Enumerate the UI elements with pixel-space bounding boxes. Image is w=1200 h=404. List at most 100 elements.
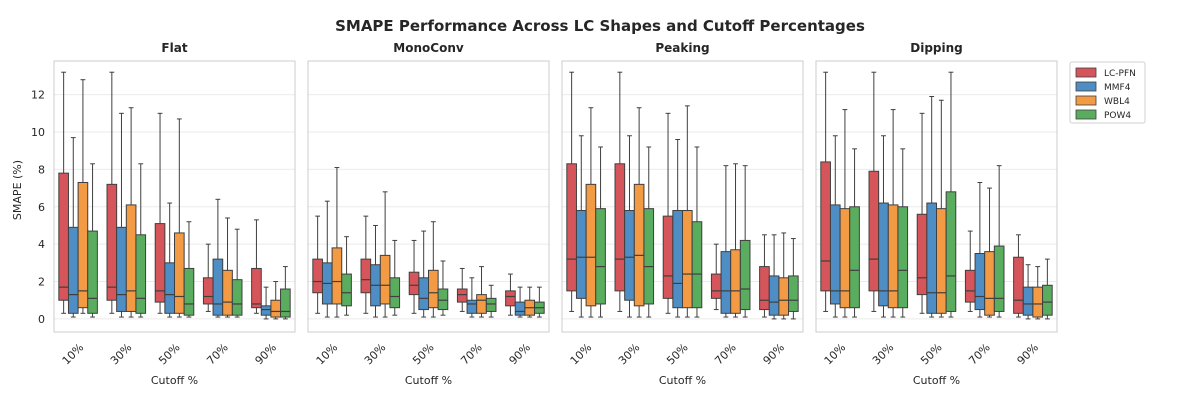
x-tick-label: 30% bbox=[870, 341, 896, 367]
box-mmf4 bbox=[370, 224, 381, 318]
y-tick-label: 10 bbox=[31, 126, 45, 139]
box-iqr bbox=[887, 204, 899, 309]
box-iqr bbox=[1022, 286, 1034, 316]
box-mmf4 bbox=[164, 202, 176, 318]
box-iqr bbox=[633, 183, 645, 307]
box-lc-pfn bbox=[566, 71, 577, 312]
box-iqr bbox=[739, 239, 751, 311]
panel-frame bbox=[561, 60, 804, 333]
box-iqr bbox=[485, 297, 497, 312]
box-pow4 bbox=[691, 146, 703, 318]
x-axis-label: Cutoff % bbox=[913, 374, 960, 387]
box-iqr bbox=[106, 183, 118, 301]
y-axis-label: SMAPE (%) bbox=[11, 160, 24, 220]
panel-frame bbox=[53, 60, 296, 333]
box-pow4 bbox=[897, 148, 909, 318]
box-iqr bbox=[984, 251, 995, 316]
legend-label: MMF4 bbox=[1104, 83, 1131, 93]
x-tick-label: 30% bbox=[108, 341, 134, 367]
box-mmf4 bbox=[321, 200, 333, 318]
legend-swatch bbox=[1075, 81, 1097, 92]
box-wbl4 bbox=[682, 105, 693, 318]
box-pow4 bbox=[485, 284, 497, 318]
box-iqr bbox=[710, 273, 722, 299]
y-tick-label: 6 bbox=[38, 201, 45, 214]
box-mmf4 bbox=[116, 112, 127, 318]
box-iqr bbox=[360, 258, 372, 294]
x-tick-label: 90% bbox=[761, 341, 787, 367]
box-lc-pfn bbox=[154, 112, 166, 314]
box-iqr bbox=[974, 253, 986, 311]
box-pow4 bbox=[788, 238, 799, 320]
box-iqr bbox=[682, 210, 693, 309]
box-mmf4 bbox=[878, 135, 889, 318]
box-wbl4 bbox=[778, 232, 790, 320]
box-iqr bbox=[945, 191, 957, 312]
panel-title: Flat bbox=[161, 41, 187, 55]
box-pow4 bbox=[643, 146, 655, 318]
panel-2: Peaking 10% 30% 50% 70% 90% Cutoff % bbox=[561, 41, 804, 387]
box-wbl4 bbox=[125, 107, 137, 318]
panel-0: Flat 0 2 4 6 8 10 12 10% 30% 50% 70% 90% Cutoff % bbox=[31, 41, 296, 387]
box-wbl4 bbox=[379, 191, 391, 318]
box-iqr bbox=[926, 202, 937, 314]
box-iqr bbox=[125, 204, 137, 312]
box-iqr bbox=[270, 299, 282, 318]
box-iqr bbox=[829, 204, 841, 305]
box-iqr bbox=[936, 208, 947, 314]
legend-label: POW4 bbox=[1104, 111, 1131, 121]
box-iqr bbox=[174, 232, 185, 314]
x-tick-label: 70% bbox=[458, 341, 484, 367]
panel-3: Dipping 10% 30% 50% 70% 90% Cutoff % bbox=[815, 41, 1058, 387]
box-lc-pfn bbox=[360, 215, 372, 314]
box-iqr bbox=[58, 172, 69, 301]
box-iqr bbox=[868, 170, 880, 292]
box-mmf4 bbox=[624, 135, 635, 318]
box-iqr bbox=[624, 210, 635, 301]
box-iqr bbox=[164, 262, 176, 314]
box-iqr bbox=[839, 208, 851, 309]
box-iqr bbox=[222, 269, 233, 316]
box-iqr bbox=[759, 266, 770, 311]
box-lc-pfn bbox=[614, 71, 626, 312]
x-axis-label: Cutoff % bbox=[405, 374, 452, 387]
box-iqr bbox=[331, 247, 343, 305]
box-pow4 bbox=[183, 221, 195, 318]
box-iqr bbox=[456, 288, 468, 303]
x-tick-label: 70% bbox=[204, 341, 230, 367]
box-lc-pfn bbox=[710, 243, 722, 311]
box-mmf4 bbox=[1022, 264, 1034, 320]
box-iqr bbox=[231, 279, 243, 316]
box-wbl4 bbox=[270, 281, 282, 320]
box-pow4 bbox=[87, 163, 98, 318]
box-pow4 bbox=[739, 165, 751, 318]
box-iqr bbox=[585, 183, 597, 307]
box-wbl4 bbox=[476, 266, 487, 318]
box-iqr bbox=[662, 215, 674, 299]
box-iqr bbox=[379, 254, 391, 305]
x-tick-label: 10% bbox=[314, 341, 340, 367]
x-tick-label: 10% bbox=[822, 341, 848, 367]
box-iqr bbox=[77, 181, 89, 309]
box-lc-pfn bbox=[58, 71, 69, 314]
box-pow4 bbox=[993, 165, 1005, 318]
box-mmf4 bbox=[212, 198, 224, 318]
x-tick-label: 10% bbox=[60, 341, 86, 367]
box-mmf4 bbox=[768, 234, 780, 320]
box-iqr bbox=[135, 234, 147, 314]
box-iqr bbox=[476, 294, 487, 314]
chart-title: SMAPE Performance Across LC Shapes and C… bbox=[335, 17, 865, 35]
box-iqr bbox=[428, 269, 439, 309]
box-iqr bbox=[730, 249, 741, 314]
box-mmf4 bbox=[514, 286, 526, 318]
box-mmf4 bbox=[829, 135, 841, 318]
y-tick-label: 8 bbox=[38, 163, 45, 176]
box-lc-pfn bbox=[456, 267, 468, 312]
box-iqr bbox=[466, 299, 478, 314]
box-iqr bbox=[595, 208, 606, 305]
box-iqr bbox=[280, 288, 291, 318]
box-wbl4 bbox=[222, 217, 233, 318]
box-iqr bbox=[788, 275, 799, 312]
box-iqr bbox=[183, 267, 195, 316]
box-iqr bbox=[964, 269, 976, 303]
